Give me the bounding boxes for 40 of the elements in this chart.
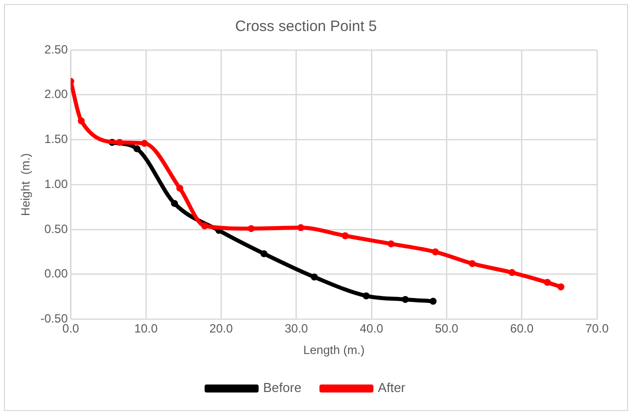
y-tick-label: 2.50 [44, 42, 68, 56]
point [402, 296, 409, 303]
point [508, 269, 516, 276]
point [260, 250, 268, 258]
point [201, 222, 208, 230]
point [362, 292, 370, 300]
legend-label: After [378, 380, 406, 396]
x-tick-label: 40.0 [360, 322, 384, 336]
x-axis-title: Length (m.) [303, 343, 365, 358]
point [544, 278, 551, 286]
point [430, 298, 437, 305]
y-tick-label: 1.00 [44, 176, 68, 191]
point [310, 274, 318, 281]
point [78, 117, 85, 124]
point [116, 138, 124, 146]
point [248, 225, 255, 232]
x-tick-label: 50.0 [434, 322, 459, 336]
point [342, 232, 349, 240]
x-tick-label: 20.0 [209, 322, 234, 336]
point [388, 240, 395, 248]
chart-title: Cross section Point 5 [235, 18, 377, 36]
y-tick-label: 2.00 [44, 87, 68, 102]
x-tick-label: 70.0 [585, 322, 609, 336]
point [140, 140, 148, 147]
y-tick-label: 0.00 [44, 266, 68, 281]
point [468, 260, 476, 268]
point [297, 224, 304, 232]
x-tick-label: 10.0 [134, 322, 158, 336]
point [432, 248, 439, 256]
point [176, 184, 184, 192]
y-tick-label: 1.50 [44, 132, 68, 146]
point [171, 200, 178, 207]
legend-label: Before [263, 380, 302, 396]
y-axis-title: Height (m.) [18, 153, 33, 216]
point [133, 145, 140, 152]
x-tick-label: 60.0 [510, 322, 534, 336]
x-tick-label: 0.0 [62, 322, 80, 336]
x-tick-label: 30.0 [284, 322, 308, 336]
point [557, 283, 564, 290]
y-tick-label: 0.50 [44, 222, 68, 236]
